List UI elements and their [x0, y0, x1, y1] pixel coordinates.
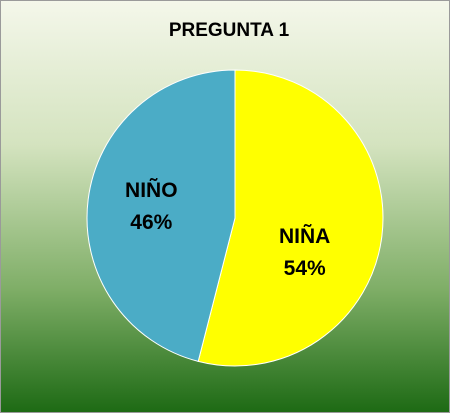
slice-label: NIÑO	[125, 179, 178, 202]
pie-slice	[86, 69, 236, 362]
chart-title: PREGUNTA 1	[169, 20, 290, 41]
slice-label: NIÑA	[279, 225, 330, 248]
pie-slice	[197, 69, 384, 367]
slice-value-label: 54%	[284, 257, 326, 280]
slice-value-label: 46%	[130, 211, 172, 234]
